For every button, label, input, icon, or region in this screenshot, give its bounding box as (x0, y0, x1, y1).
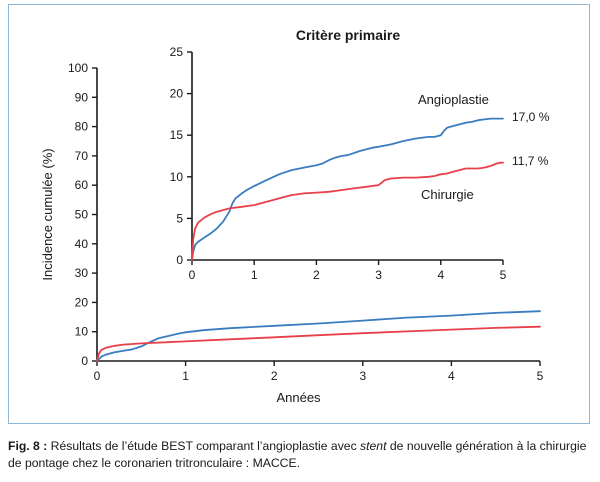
main-y-tick-label: 60 (75, 178, 89, 192)
inset-y-tick-label: 0 (176, 253, 183, 267)
inset-x-tick-label: 1 (251, 268, 258, 282)
inset-y-tick-label: 10 (170, 170, 184, 184)
caption-label: Fig. 8 : (8, 439, 48, 453)
main-series-angioplasty (96, 310, 541, 362)
caption-text-after: de nouvelle génération à la chirurgie de… (8, 439, 587, 470)
inset-x-tick-label: 3 (375, 268, 382, 282)
main-series-surgery (96, 325, 541, 362)
main-y-tick-label: 100 (68, 61, 88, 75)
inset-y-tick-label: 25 (170, 45, 184, 59)
main-x-tick-label: 2 (271, 369, 278, 383)
inset-legend-surgery: Chirurgie (421, 187, 474, 202)
main-x-tick-label: 1 (182, 369, 189, 383)
main-y-tick-label: 70 (75, 149, 89, 163)
inset-legend-angioplasty: Angioplastie (418, 92, 489, 107)
inset-series-surgery (191, 161, 504, 261)
main-y-tick-label: 0 (81, 354, 88, 368)
main-y-tick-label: 30 (75, 266, 89, 280)
main-x-tick-label: 0 (94, 369, 101, 383)
inset-x-tick-label: 0 (189, 268, 196, 282)
main-y-tick-label: 40 (75, 237, 89, 251)
main-y-tick-label: 10 (75, 325, 89, 339)
main-y-tick-label: 80 (75, 120, 89, 134)
inset-y-tick-label: 20 (170, 87, 184, 101)
main-x-tick-label: 5 (537, 369, 544, 383)
caption-emphasis: stent (360, 439, 387, 453)
main-x-tick-label: 3 (359, 369, 366, 383)
inset-series-angioplasty (191, 117, 504, 261)
inset-y-tick-label: 5 (176, 211, 183, 225)
main-y-tick-label: 90 (75, 90, 89, 104)
inset-end-label-angioplasty: 17,0 % (512, 110, 550, 124)
main-x-axis-title: Années (276, 390, 321, 405)
main-y-tick-label: 50 (75, 208, 89, 222)
inset-x-tick-label: 2 (313, 268, 320, 282)
main-y-axis-title: Incidence cumulée (%) (40, 148, 55, 280)
inset-x-tick-label: 5 (500, 268, 507, 282)
figure-caption: Fig. 8 : Résultats de l’étude BEST compa… (8, 438, 598, 472)
inset-x-tick-label: 4 (437, 268, 444, 282)
main-y-tick-label: 20 (75, 295, 89, 309)
inset-end-label-surgery: 11,7 % (512, 154, 549, 168)
inset-chart-title: Critère primaire (296, 27, 400, 43)
main-x-tick-label: 4 (448, 369, 455, 383)
figure-frame (8, 4, 590, 424)
inset-y-tick-label: 15 (170, 128, 184, 142)
caption-text-before: Résultats de l’étude BEST comparant l’an… (47, 439, 361, 453)
